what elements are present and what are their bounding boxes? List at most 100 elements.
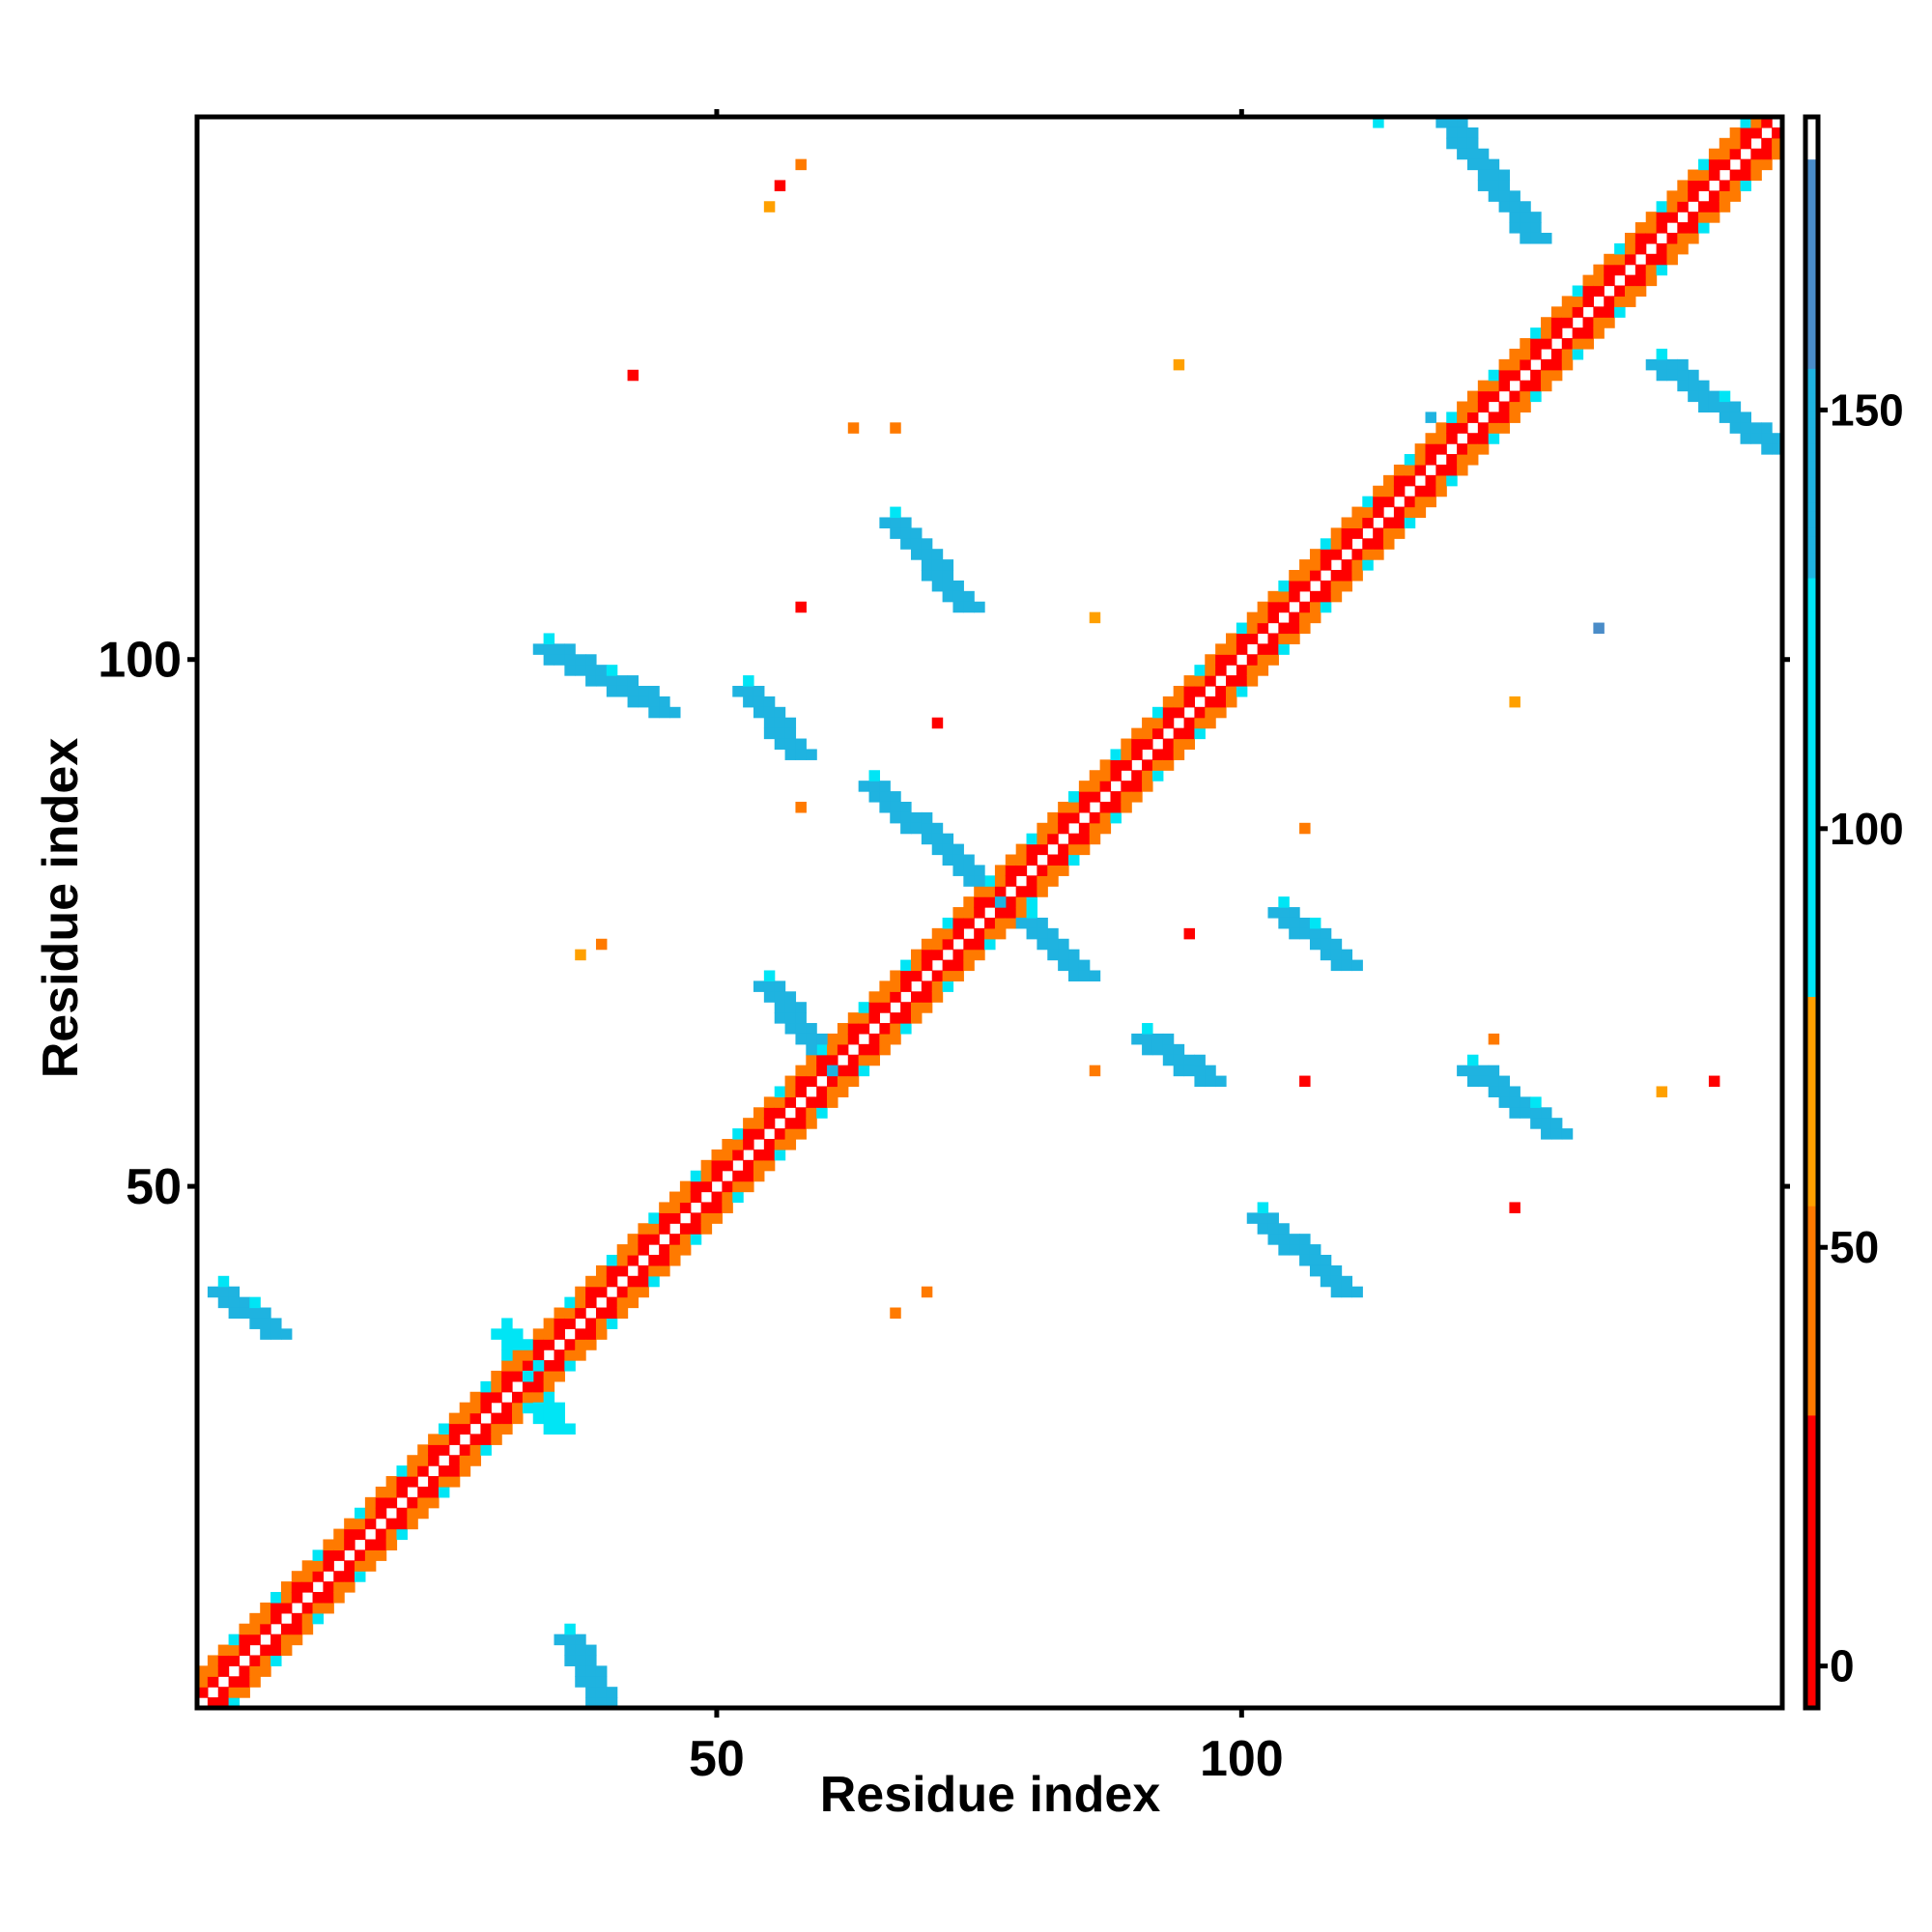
heatmap-cell	[1719, 190, 1731, 202]
heatmap-cell	[1530, 1096, 1542, 1108]
heatmap-cell	[564, 1623, 576, 1635]
heatmap-cell	[480, 1391, 492, 1404]
heatmap-cell	[1330, 1275, 1343, 1288]
heatmap-cell	[669, 1202, 681, 1213]
heatmap-cell	[260, 1328, 271, 1340]
heatmap-cell	[669, 1212, 681, 1224]
heatmap-cell	[1457, 1065, 1468, 1077]
heatmap-cell	[1509, 348, 1520, 360]
heatmap-cell	[1289, 580, 1300, 592]
heatmap-cell	[512, 1328, 524, 1340]
heatmap-cell	[795, 1023, 807, 1035]
heatmap-cell	[774, 980, 786, 992]
heatmap-cell	[879, 1043, 891, 1056]
heatmap-cell	[1425, 454, 1436, 466]
heatmap-cell	[501, 1339, 513, 1350]
heatmap-cell	[491, 1423, 502, 1435]
colorbar-tick-label: 150	[1830, 384, 1904, 435]
heatmap-cell	[1246, 665, 1259, 676]
heatmap-cell	[890, 527, 901, 539]
heatmap-cell	[364, 1518, 377, 1530]
heatmap-cell	[1750, 169, 1762, 182]
heatmap-cell	[280, 1623, 293, 1635]
heatmap-cell	[1205, 665, 1216, 676]
heatmap-cell	[564, 1350, 576, 1361]
colorbar-band	[1805, 410, 1818, 419]
heatmap-cell	[323, 1602, 334, 1614]
heatmap-cell	[554, 643, 565, 655]
heatmap-cell	[375, 1507, 387, 1520]
heatmap-cell	[1550, 306, 1563, 318]
heatmap-cell	[1488, 1065, 1500, 1077]
heatmap-cell	[1151, 770, 1164, 781]
heatmap-cell	[1110, 749, 1122, 760]
heatmap-cell	[1246, 622, 1259, 635]
heatmap-cell	[974, 907, 985, 919]
heatmap-cell	[679, 1244, 692, 1256]
heatmap-cell	[1677, 380, 1689, 392]
heatmap-cell	[1761, 137, 1773, 150]
heatmap-cell	[1205, 706, 1216, 719]
heatmap-cell	[1299, 822, 1311, 835]
heatmap-cell	[1530, 212, 1542, 223]
colorbar-band	[1805, 469, 1818, 478]
heatmap-cell	[543, 1318, 555, 1329]
heatmap-cell	[606, 1254, 618, 1266]
heatmap-cell	[753, 685, 765, 697]
heatmap-cell	[1037, 886, 1048, 897]
heatmap-cell	[1593, 285, 1605, 298]
heatmap-cell	[207, 1286, 219, 1298]
heatmap-cell	[1393, 527, 1406, 539]
colorbar-band	[1805, 611, 1818, 620]
heatmap-cell	[564, 1644, 576, 1657]
heatmap-cell	[1236, 675, 1248, 687]
heatmap-cell	[784, 1012, 797, 1024]
heatmap-cell	[1267, 907, 1279, 919]
heatmap-cell	[679, 1202, 692, 1213]
heatmap-cell	[1058, 811, 1069, 824]
colorbar-band	[1805, 501, 1818, 512]
heatmap-cell	[1267, 611, 1279, 624]
heatmap-cell	[239, 1644, 250, 1657]
heatmap-cell	[1005, 875, 1017, 887]
colorbar-band	[1805, 1556, 1818, 1567]
colorbar-band	[1805, 745, 1818, 754]
heatmap-cell	[595, 1676, 608, 1688]
heatmap-cell	[732, 1191, 744, 1204]
heatmap-cell	[1246, 654, 1259, 666]
colorbar-band	[1805, 695, 1818, 704]
heatmap-cell	[1058, 938, 1069, 951]
heatmap-cell	[532, 1350, 545, 1361]
heatmap-cell	[774, 1149, 786, 1161]
heatmap-cell	[638, 1234, 649, 1245]
heatmap-cell	[1466, 1075, 1479, 1088]
heatmap-cell	[585, 654, 597, 666]
heatmap-cell	[1309, 938, 1321, 951]
heatmap-cell	[1299, 601, 1311, 613]
colorbar-band	[1805, 275, 1818, 286]
heatmap-cell	[1173, 696, 1185, 708]
heatmap-cell	[1761, 443, 1773, 455]
heatmap-cell	[1457, 412, 1468, 423]
heatmap-cell	[1530, 232, 1542, 244]
heatmap-cell	[974, 865, 985, 876]
heatmap-cell	[963, 907, 975, 919]
heatmap-cell	[1520, 358, 1531, 371]
heatmap-cell	[1205, 696, 1216, 708]
heatmap-cell	[669, 1244, 681, 1256]
colorbar-band	[1805, 1197, 1818, 1207]
heatmap-cell	[1466, 137, 1479, 150]
heatmap-cell	[364, 1496, 377, 1509]
colorbar-band	[1805, 1448, 1818, 1458]
heatmap-cell	[1593, 274, 1605, 287]
heatmap-cell	[868, 1054, 880, 1066]
heatmap-cell	[207, 1676, 219, 1688]
heatmap-cell	[921, 991, 933, 1003]
heatmap-cell	[595, 1275, 608, 1288]
heatmap-cell	[1509, 369, 1520, 382]
heatmap-cell	[364, 1539, 377, 1550]
heatmap-cell	[1330, 549, 1343, 560]
heatmap-cell	[1121, 749, 1132, 760]
heatmap-cell	[784, 1002, 797, 1013]
heatmap-cell	[1289, 590, 1300, 603]
